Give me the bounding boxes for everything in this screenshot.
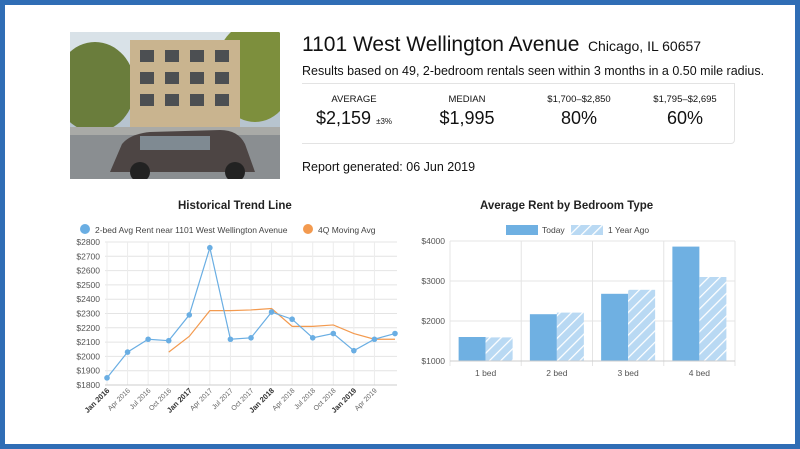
- city-state-zip: Chicago, IL 60657: [587, 38, 702, 54]
- legend-swatch-year-ago: [571, 225, 603, 235]
- bar-year-ago: [556, 312, 584, 361]
- stat-label: $1,795–$2,695: [653, 94, 717, 105]
- data-point: [309, 335, 316, 341]
- bar-year-ago: [628, 289, 656, 361]
- bar-today: [529, 314, 557, 361]
- legend-label-today: Today: [542, 225, 565, 235]
- x-tick-label: 2 bed: [546, 368, 568, 378]
- bar-today: [458, 337, 486, 361]
- data-point: [289, 316, 295, 323]
- stat-label: MEDIAN: [448, 94, 486, 105]
- y-tick-label: $1900: [76, 366, 100, 376]
- x-tick-label: Jan 2016: [83, 386, 112, 415]
- legend-swatch-today: [506, 225, 538, 235]
- stat-label: $1,700–$2,850: [547, 94, 611, 105]
- stat-value: $1,995: [439, 108, 495, 128]
- report-date: Report generated: 06 Jun 2019: [302, 160, 476, 174]
- data-point: [330, 330, 337, 337]
- legend-label-moving: 4Q Moving Avg: [318, 225, 376, 235]
- bar-year-ago: [699, 277, 727, 361]
- results-summary: Results based on 49, 2-bedroom rentals s…: [302, 64, 765, 78]
- y-tick-label: $1000: [421, 356, 445, 366]
- data-point: [248, 335, 254, 341]
- y-tick-label: $2000: [421, 316, 445, 326]
- legend-swatch-avg: [80, 224, 90, 234]
- stats-panel: AVERAGE $2,159 ±3% MEDIAN $1,995 $1,700–…: [302, 83, 735, 144]
- y-tick-label: $2500: [76, 280, 100, 290]
- data-point: [165, 337, 172, 344]
- stat-value-text: $2,159: [315, 108, 372, 128]
- y-tick-label: $2800: [76, 237, 100, 247]
- stat-value: 60%: [666, 108, 704, 128]
- address-heading: 1101 West Wellington Avenue Chicago, IL …: [302, 33, 701, 57]
- data-point: [186, 312, 193, 318]
- series-line-moving-avg: [168, 307, 395, 353]
- x-tick-label: Apr 2017: [189, 387, 214, 412]
- bar-year-ago: [485, 337, 513, 361]
- y-tick-label: $2700: [76, 251, 100, 261]
- x-tick-label: Apr 2019: [354, 387, 379, 412]
- data-point: [371, 336, 378, 343]
- stat-value: $2,159 ±3%: [302, 108, 406, 129]
- y-tick-label: $2400: [76, 294, 100, 304]
- legend-label-year-ago: 1 Year Ago: [608, 225, 649, 235]
- property-photo: [70, 32, 280, 179]
- bar-chart-title: Average Rent by Bedroom Type: [480, 200, 654, 212]
- data-point: [124, 349, 131, 355]
- y-tick-label: $2100: [76, 337, 100, 347]
- legend-label-avg: 2-bed Avg Rent near 1101 West Wellington…: [95, 225, 288, 235]
- x-tick-label: Apr 2016: [107, 387, 132, 412]
- stat-label: AVERAGE: [331, 94, 377, 105]
- stat-suffix: ±3%: [376, 117, 393, 126]
- y-tick-label: $3000: [421, 276, 445, 286]
- x-tick-label: 4 bed: [689, 368, 711, 378]
- data-point: [351, 347, 357, 354]
- data-point: [392, 330, 398, 337]
- street-address: 1101 West Wellington Avenue: [302, 33, 580, 56]
- y-tick-label: $4000: [421, 236, 445, 246]
- data-point: [207, 244, 213, 251]
- legend-swatch-moving: [303, 224, 313, 234]
- stat-value: 80%: [560, 108, 598, 128]
- data-point: [227, 336, 234, 343]
- y-tick-label: $2200: [76, 323, 100, 333]
- y-tick-label: $1800: [76, 380, 100, 390]
- data-point: [145, 336, 151, 343]
- trend-chart-title: Historical Trend Line: [178, 200, 292, 212]
- y-tick-label: $2000: [76, 351, 100, 361]
- y-tick-label: $2300: [76, 309, 100, 319]
- x-tick-label: 1 bed: [475, 368, 497, 378]
- bar-today: [601, 293, 629, 361]
- x-tick-label: Apr 2018: [272, 387, 297, 412]
- y-tick-label: $2600: [76, 266, 100, 276]
- trend-line-chart: 2-bed Avg Rent near 1101 West Wellington…: [76, 224, 398, 415]
- data-point: [104, 375, 110, 381]
- bar-today: [672, 246, 700, 361]
- x-tick-label: 3 bed: [617, 368, 639, 378]
- bar-rent-chart: Today 1 Year Ago $4000 $3000 $2000 $1000 1 bed…: [421, 225, 736, 378]
- data-point: [268, 309, 275, 315]
